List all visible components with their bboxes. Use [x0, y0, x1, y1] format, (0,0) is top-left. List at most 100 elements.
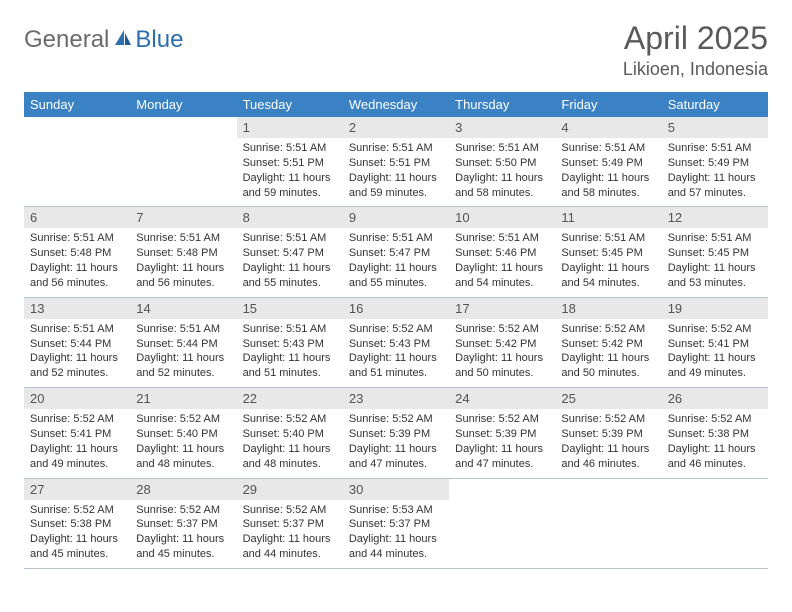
calendar-day-cell: 24Sunrise: 5:52 AMSunset: 5:39 PMDayligh…: [449, 388, 555, 478]
calendar-day-cell: 5Sunrise: 5:51 AMSunset: 5:49 PMDaylight…: [662, 117, 768, 207]
day-info: Sunrise: 5:52 AMSunset: 5:41 PMDaylight:…: [662, 319, 768, 387]
daylight-text: Daylight: 11 hours and 46 minutes.: [561, 442, 655, 472]
sunrise-text: Sunrise: 5:51 AM: [243, 231, 337, 246]
day-info: Sunrise: 5:51 AMSunset: 5:46 PMDaylight:…: [449, 228, 555, 296]
day-info: Sunrise: 5:51 AMSunset: 5:44 PMDaylight:…: [24, 319, 130, 387]
day-number: 13: [24, 298, 130, 319]
sunset-text: Sunset: 5:41 PM: [30, 427, 124, 442]
daylight-text: Daylight: 11 hours and 58 minutes.: [455, 171, 549, 201]
day-info: Sunrise: 5:52 AMSunset: 5:40 PMDaylight:…: [237, 409, 343, 477]
day-number: 7: [130, 207, 236, 228]
calendar-day-cell: 6Sunrise: 5:51 AMSunset: 5:48 PMDaylight…: [24, 207, 130, 297]
calendar-day-cell: 30Sunrise: 5:53 AMSunset: 5:37 PMDayligh…: [343, 478, 449, 568]
calendar-day-cell: 14Sunrise: 5:51 AMSunset: 5:44 PMDayligh…: [130, 297, 236, 387]
sunrise-text: Sunrise: 5:52 AM: [455, 322, 549, 337]
day-number: 16: [343, 298, 449, 319]
day-info: Sunrise: 5:52 AMSunset: 5:38 PMDaylight:…: [24, 500, 130, 568]
sunset-text: Sunset: 5:45 PM: [668, 246, 762, 261]
day-number: 10: [449, 207, 555, 228]
sunset-text: Sunset: 5:41 PM: [668, 337, 762, 352]
day-info: Sunrise: 5:51 AMSunset: 5:51 PMDaylight:…: [343, 138, 449, 206]
day-info: Sunrise: 5:51 AMSunset: 5:45 PMDaylight:…: [555, 228, 661, 296]
calendar-day-cell: 10Sunrise: 5:51 AMSunset: 5:46 PMDayligh…: [449, 207, 555, 297]
sunrise-text: Sunrise: 5:51 AM: [455, 231, 549, 246]
day-number: 9: [343, 207, 449, 228]
sunrise-text: Sunrise: 5:52 AM: [349, 322, 443, 337]
brand-blue: Blue: [135, 26, 183, 54]
day-number: 11: [555, 207, 661, 228]
sunrise-text: Sunrise: 5:52 AM: [668, 412, 762, 427]
calendar-day-cell: 16Sunrise: 5:52 AMSunset: 5:43 PMDayligh…: [343, 297, 449, 387]
calendar-day-cell: 26Sunrise: 5:52 AMSunset: 5:38 PMDayligh…: [662, 388, 768, 478]
sunset-text: Sunset: 5:37 PM: [349, 517, 443, 532]
title-block: April 2025 Likioen, Indonesia: [623, 20, 768, 80]
sunrise-text: Sunrise: 5:52 AM: [30, 412, 124, 427]
sunrise-text: Sunrise: 5:51 AM: [455, 141, 549, 156]
day-info: Sunrise: 5:52 AMSunset: 5:39 PMDaylight:…: [343, 409, 449, 477]
daylight-text: Daylight: 11 hours and 49 minutes.: [668, 351, 762, 381]
daylight-text: Daylight: 11 hours and 45 minutes.: [30, 532, 124, 562]
daylight-text: Daylight: 11 hours and 59 minutes.: [349, 171, 443, 201]
sunset-text: Sunset: 5:37 PM: [136, 517, 230, 532]
day-number: 26: [662, 388, 768, 409]
weekday-header: Monday: [130, 92, 236, 117]
calendar-week-row: 27Sunrise: 5:52 AMSunset: 5:38 PMDayligh…: [24, 478, 768, 568]
empty: [24, 117, 130, 137]
sunrise-text: Sunrise: 5:51 AM: [668, 141, 762, 156]
day-number: 14: [130, 298, 236, 319]
weekday-header-row: SundayMondayTuesdayWednesdayThursdayFrid…: [24, 92, 768, 117]
daylight-text: Daylight: 11 hours and 48 minutes.: [243, 442, 337, 472]
day-info: Sunrise: 5:51 AMSunset: 5:51 PMDaylight:…: [237, 138, 343, 206]
sunrise-text: Sunrise: 5:52 AM: [668, 322, 762, 337]
day-number: 15: [237, 298, 343, 319]
calendar-week-row: 6Sunrise: 5:51 AMSunset: 5:48 PMDaylight…: [24, 207, 768, 297]
day-info: Sunrise: 5:52 AMSunset: 5:40 PMDaylight:…: [130, 409, 236, 477]
daylight-text: Daylight: 11 hours and 49 minutes.: [30, 442, 124, 472]
daylight-text: Daylight: 11 hours and 56 minutes.: [136, 261, 230, 291]
sunrise-text: Sunrise: 5:52 AM: [243, 412, 337, 427]
day-number: 28: [130, 479, 236, 500]
day-number: 21: [130, 388, 236, 409]
daylight-text: Daylight: 11 hours and 55 minutes.: [349, 261, 443, 291]
sunset-text: Sunset: 5:42 PM: [561, 337, 655, 352]
empty: [555, 479, 661, 499]
sunrise-text: Sunrise: 5:52 AM: [455, 412, 549, 427]
day-number: 4: [555, 117, 661, 138]
day-info: Sunrise: 5:53 AMSunset: 5:37 PMDaylight:…: [343, 500, 449, 568]
day-info: Sunrise: 5:51 AMSunset: 5:49 PMDaylight:…: [662, 138, 768, 206]
day-info: Sunrise: 5:51 AMSunset: 5:47 PMDaylight:…: [237, 228, 343, 296]
empty: [662, 479, 768, 499]
day-number: 29: [237, 479, 343, 500]
sunrise-text: Sunrise: 5:52 AM: [30, 503, 124, 518]
daylight-text: Daylight: 11 hours and 53 minutes.: [668, 261, 762, 291]
calendar-day-cell: 27Sunrise: 5:52 AMSunset: 5:38 PMDayligh…: [24, 478, 130, 568]
sunset-text: Sunset: 5:49 PM: [561, 156, 655, 171]
sunrise-text: Sunrise: 5:51 AM: [136, 231, 230, 246]
day-info: Sunrise: 5:52 AMSunset: 5:42 PMDaylight:…: [449, 319, 555, 387]
day-info: Sunrise: 5:52 AMSunset: 5:39 PMDaylight:…: [555, 409, 661, 477]
day-info: Sunrise: 5:51 AMSunset: 5:43 PMDaylight:…: [237, 319, 343, 387]
calendar-week-row: 13Sunrise: 5:51 AMSunset: 5:44 PMDayligh…: [24, 297, 768, 387]
day-number: 22: [237, 388, 343, 409]
calendar-day-cell: 7Sunrise: 5:51 AMSunset: 5:48 PMDaylight…: [130, 207, 236, 297]
day-info: Sunrise: 5:52 AMSunset: 5:37 PMDaylight:…: [130, 500, 236, 568]
sunset-text: Sunset: 5:46 PM: [455, 246, 549, 261]
sunrise-text: Sunrise: 5:52 AM: [561, 322, 655, 337]
calendar-day-cell: 19Sunrise: 5:52 AMSunset: 5:41 PMDayligh…: [662, 297, 768, 387]
day-info: Sunrise: 5:52 AMSunset: 5:38 PMDaylight:…: [662, 409, 768, 477]
daylight-text: Daylight: 11 hours and 50 minutes.: [455, 351, 549, 381]
sunset-text: Sunset: 5:43 PM: [349, 337, 443, 352]
calendar-day-cell: 11Sunrise: 5:51 AMSunset: 5:45 PMDayligh…: [555, 207, 661, 297]
day-number: 6: [24, 207, 130, 228]
day-info: Sunrise: 5:51 AMSunset: 5:49 PMDaylight:…: [555, 138, 661, 206]
daylight-text: Daylight: 11 hours and 44 minutes.: [349, 532, 443, 562]
calendar-day-cell: 17Sunrise: 5:52 AMSunset: 5:42 PMDayligh…: [449, 297, 555, 387]
sunrise-text: Sunrise: 5:52 AM: [349, 412, 443, 427]
daylight-text: Daylight: 11 hours and 51 minutes.: [243, 351, 337, 381]
sunrise-text: Sunrise: 5:51 AM: [30, 322, 124, 337]
daylight-text: Daylight: 11 hours and 54 minutes.: [455, 261, 549, 291]
calendar-day-cell: 15Sunrise: 5:51 AMSunset: 5:43 PMDayligh…: [237, 297, 343, 387]
day-info: Sunrise: 5:51 AMSunset: 5:47 PMDaylight:…: [343, 228, 449, 296]
day-info: Sunrise: 5:52 AMSunset: 5:41 PMDaylight:…: [24, 409, 130, 477]
sunrise-text: Sunrise: 5:51 AM: [243, 141, 337, 156]
